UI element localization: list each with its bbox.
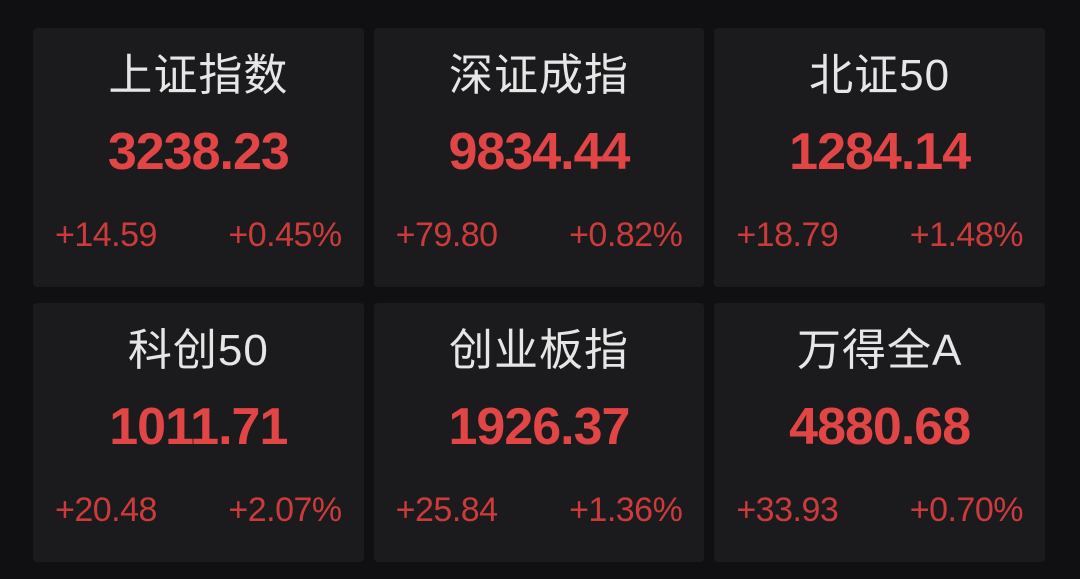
index-change-percent: +0.82% [569,216,683,254]
index-change-percent: +1.48% [909,216,1024,254]
index-name: 北证50 [809,51,951,100]
index-change: +33.93 [736,491,839,529]
index-name: 深证成指 [448,51,629,100]
index-change-row: +33.93 +0.70% [714,493,1045,527]
index-change: +20.48 [55,491,157,529]
index-card-chinext[interactable]: 创业板指 1926.37 +25.84 +1.36% [373,303,705,562]
index-change-percent: +0.45% [228,216,342,254]
index-card-bse50[interactable]: 北证50 1284.14 +18.79 +1.48% [714,28,1045,287]
index-value: 3238.23 [107,123,290,181]
index-change-row: +79.80 +0.82% [374,218,705,252]
index-card-wind-all-a[interactable]: 万得全A 4880.68 +33.93 +0.70% [714,303,1045,562]
index-name: 万得全A [796,326,963,375]
index-name: 创业板指 [448,326,629,375]
index-card-star50[interactable]: 科创50 1011.71 +20.48 +2.07% [33,303,364,562]
index-value: 1284.14 [789,123,971,181]
index-name: 科创50 [127,326,269,375]
index-change-row: +18.79 +1.48% [714,218,1045,252]
index-card-shanghai-composite[interactable]: 上证指数 3238.23 +14.59 +0.45% [33,28,364,287]
index-change-percent: +2.07% [228,491,342,529]
index-card-shenzhen-component[interactable]: 深证成指 9834.44 +79.80 +0.82% [373,28,705,287]
index-change-row: +20.48 +2.07% [33,493,364,527]
index-change: +25.84 [395,491,498,529]
index-change: +14.59 [55,216,157,254]
index-value: 9834.44 [448,123,631,181]
index-name: 上证指数 [108,51,289,100]
index-value: 1011.71 [109,398,288,456]
index-change-percent: +1.36% [569,491,683,529]
index-grid: 上证指数 3238.23 +14.59 +0.45% 深证成指 9834.44 … [33,28,1045,562]
index-value: 4880.68 [789,398,971,456]
index-change-row: +25.84 +1.36% [374,493,705,527]
index-value: 1926.37 [448,398,631,456]
index-change: +18.79 [736,216,839,254]
index-change-percent: +0.70% [909,491,1024,529]
index-change: +79.80 [395,216,498,254]
index-change-row: +14.59 +0.45% [33,218,364,252]
